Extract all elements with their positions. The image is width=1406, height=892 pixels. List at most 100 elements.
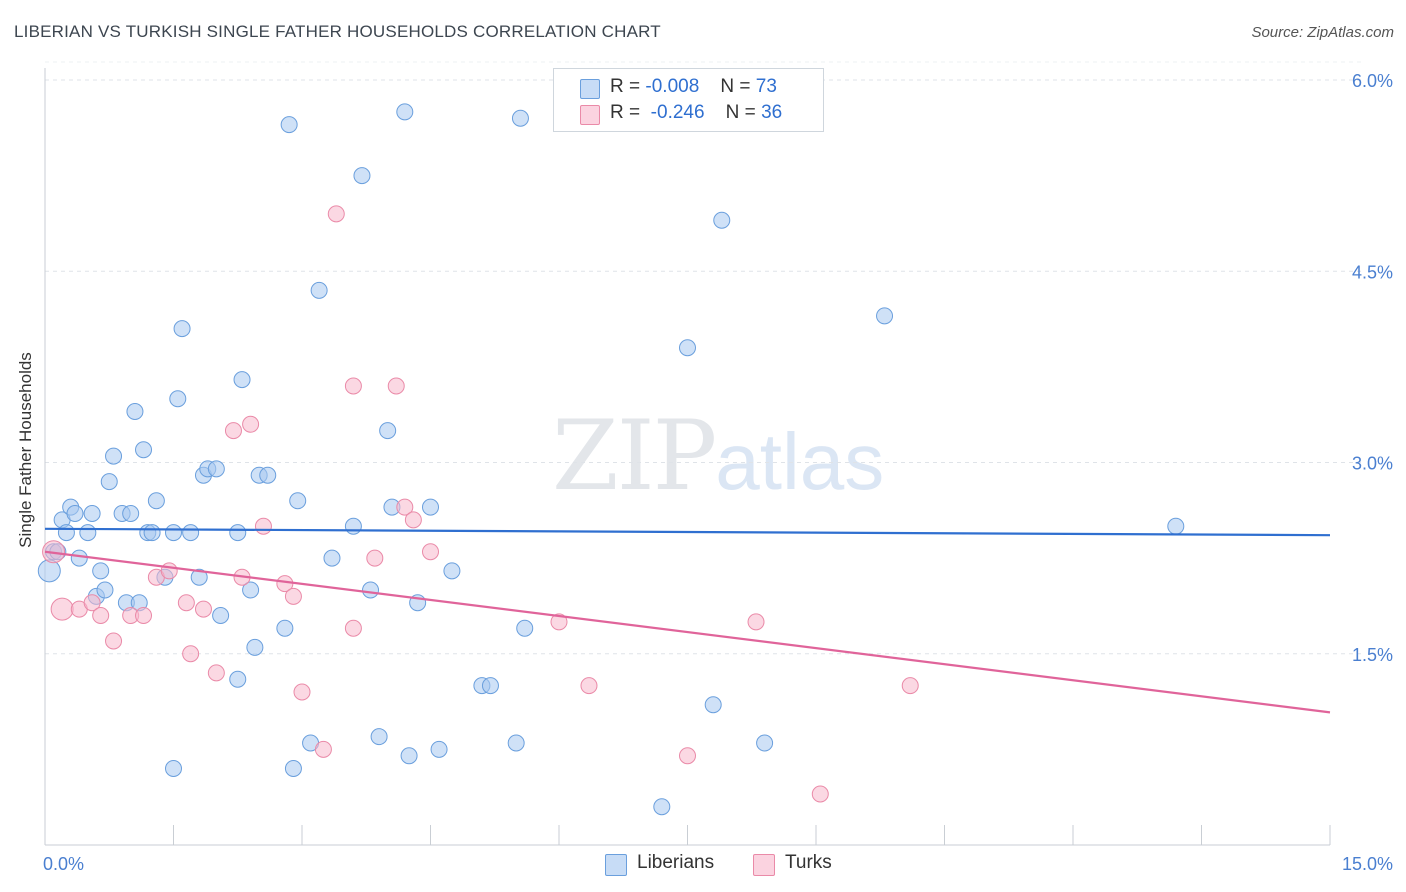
- turk-point: [92, 607, 110, 624]
- legend-r-value: -0.008: [645, 76, 700, 97]
- liberian-point: [704, 696, 722, 714]
- liberian-point: [396, 103, 414, 121]
- liberian-point: [511, 109, 529, 127]
- source-label: Source: ZipAtlas.com: [1251, 24, 1394, 41]
- turk-point: [747, 613, 765, 631]
- turk-point: [901, 677, 919, 695]
- liberian-point: [229, 524, 247, 542]
- liberian-point: [207, 460, 225, 478]
- x-tick-label-min: 0.0%: [43, 854, 84, 874]
- liberian-point: [79, 524, 97, 542]
- liberian-point: [147, 492, 165, 510]
- legend-label-turks: Turks: [785, 852, 832, 873]
- turk-trend-line: [44, 550, 1331, 714]
- watermark-atlas: atlas: [715, 417, 885, 506]
- y-tick-label: 3.0%: [1352, 454, 1393, 474]
- liberian-point: [756, 734, 774, 752]
- turk-point: [135, 607, 153, 624]
- turk-point: [50, 597, 74, 621]
- liberian-point: [246, 638, 264, 656]
- liberian-point: [165, 524, 182, 542]
- liberian-point: [83, 505, 101, 522]
- legend-swatch-turks: [753, 854, 775, 876]
- liberian-point: [259, 466, 277, 484]
- liberian-point: [169, 390, 187, 408]
- x-tick-label-max: 15.0%: [1342, 854, 1393, 874]
- liberian-point: [379, 422, 397, 440]
- y-tick-label: 1.5%: [1352, 645, 1393, 665]
- legend-r-label: R =: [610, 102, 641, 123]
- liberian-point: [212, 607, 230, 624]
- legend-n-label: N =: [725, 102, 756, 123]
- liberian-point: [1167, 517, 1185, 535]
- turk-point: [422, 543, 439, 561]
- turk-point: [293, 683, 311, 701]
- liberian-point: [122, 505, 140, 522]
- turk-point: [396, 498, 414, 516]
- chart-title: LIBERIAN VS TURKISH SINGLE FATHER HOUSEH…: [14, 22, 661, 41]
- turk-point: [83, 594, 101, 612]
- liberian-point: [57, 524, 75, 542]
- liberian-point: [229, 670, 247, 688]
- liberian-point: [100, 473, 118, 491]
- liberian-point: [362, 581, 380, 599]
- liberian-trend-line: [44, 527, 1331, 537]
- turk-point: [284, 587, 302, 605]
- legend-swatch-turks: [580, 105, 600, 125]
- legend-r-value: -0.246: [650, 102, 705, 123]
- liberian-point: [481, 677, 499, 695]
- legend-n-value: 36: [761, 102, 783, 123]
- turk-point: [224, 422, 242, 440]
- turk-point: [207, 664, 225, 682]
- liberian-point: [443, 562, 461, 580]
- liberian-point: [135, 441, 153, 459]
- turk-point: [679, 747, 696, 765]
- liberian-point: [143, 524, 161, 542]
- liberian-point: [653, 798, 671, 816]
- turk-point: [194, 600, 212, 618]
- turk-point: [366, 549, 384, 567]
- liberian-point: [422, 498, 439, 516]
- liberian-point: [66, 505, 84, 522]
- legend-r-label: R =: [610, 76, 641, 97]
- liberian-point: [126, 403, 144, 420]
- legend-n-value: 73: [755, 76, 777, 97]
- turk-point: [177, 594, 195, 612]
- watermark-zip: ZIP: [552, 400, 717, 512]
- turk-point: [387, 377, 405, 395]
- liberian-point: [276, 619, 294, 637]
- legend-swatch-liberians: [605, 854, 627, 876]
- legend-n-label: N =: [720, 76, 751, 97]
- turk-point: [160, 562, 178, 580]
- turk-point: [254, 517, 272, 535]
- legend-label-liberians: Liberians: [637, 852, 715, 873]
- y-tick-label: 4.5%: [1352, 262, 1393, 282]
- liberian-point: [182, 524, 200, 542]
- turk-point: [242, 415, 260, 433]
- turk-point: [327, 205, 345, 223]
- liberian-point: [344, 517, 362, 535]
- liberian-point: [310, 281, 328, 299]
- turk-point: [550, 613, 568, 631]
- liberian-point: [242, 581, 260, 599]
- liberian-point: [507, 734, 525, 752]
- stats-legend: R = -0.008 N = 73 R = -0.246 N = 36: [553, 68, 824, 132]
- turk-point: [811, 785, 829, 803]
- liberian-point: [190, 568, 208, 586]
- turk-point: [314, 740, 332, 758]
- liberian-point: [323, 549, 341, 567]
- y-axis-label: Single Father Households: [16, 352, 35, 548]
- liberian-point: [353, 167, 371, 185]
- liberian-point: [400, 747, 418, 765]
- liberian-point: [96, 581, 114, 599]
- legend-swatch-liberians: [580, 79, 600, 99]
- turk-point: [105, 632, 123, 650]
- liberian-point: [280, 116, 298, 134]
- liberian-point: [233, 371, 251, 389]
- y-tick-label: 6.0%: [1352, 71, 1393, 91]
- liberian-point: [516, 619, 534, 637]
- turk-point: [404, 511, 422, 529]
- liberian-point: [284, 760, 302, 777]
- liberian-point: [92, 562, 110, 580]
